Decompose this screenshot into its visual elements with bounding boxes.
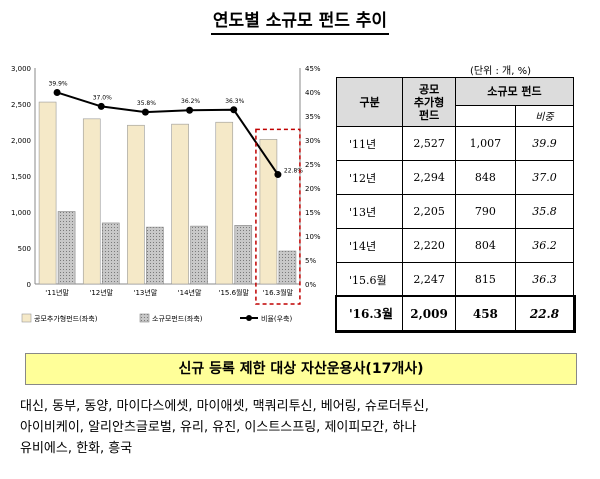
restriction-list: 대신, 동부, 동양, 마이다스에셋, 마이애셋, 맥쿼리투신, 베어링, 슈로… [20, 396, 590, 459]
legend-swatch-public-fund [21, 313, 32, 323]
legend-swatch-small-fund [139, 313, 150, 323]
bar-small-fund [146, 226, 164, 285]
table-row: '12년 2,294 848 37.0 [335, 160, 575, 195]
bar-small-fund [190, 225, 208, 285]
small-fund-cell: 848 [454, 160, 516, 195]
ratio-line [56, 91, 279, 176]
period-cell: '14년 [335, 228, 404, 263]
ratio-point [186, 106, 194, 114]
y-tick-label-left: 3,000 [11, 65, 31, 73]
ratio-data-label: 36.3% [225, 98, 244, 105]
ratio-cell: 36.2 [514, 228, 575, 263]
period-cell: '13년 [335, 194, 404, 229]
bar-small-fund [278, 250, 297, 285]
y-tick-label-left: 0 [27, 281, 31, 289]
restriction-line: 유비에스, 한화, 흥국 [20, 441, 133, 456]
y-tick-label-right: 40% [305, 89, 321, 97]
highlight-box [255, 128, 301, 305]
legend-marker-ratio [246, 315, 252, 321]
legend-label-public-fund: 공모추가형펀드(좌축) [34, 314, 98, 323]
ratio-data-label: 35.8% [137, 100, 156, 107]
bar-public-fund [259, 139, 278, 285]
y-tick-label-right: 15% [305, 209, 321, 217]
ratio-data-label: 39.9% [49, 80, 68, 87]
public-fund-cell: 2,205 [402, 194, 456, 229]
y-tick-label-left: 1,500 [11, 173, 31, 181]
y-tick-label-right: 45% [305, 65, 321, 73]
period-cell: '15.6월 [335, 262, 404, 297]
small-fund-cell: 1,007 [454, 126, 516, 161]
period-cell: '16.3월 [335, 296, 404, 331]
bar-small-fund [234, 225, 253, 285]
y-tick-label-left: 500 [18, 245, 31, 253]
y-tick-label-right: 30% [305, 137, 321, 145]
header-public-fund: 공모 추가형 펀드 [402, 77, 456, 127]
restriction-heading: 신규 등록 제한 대상 자산운용사(17개사) [25, 353, 577, 385]
table-unit: (단위 : 개, %) [470, 66, 531, 77]
x-tick-label: '15.6월말 [219, 288, 250, 297]
small-fund-cell: 815 [454, 262, 516, 297]
header-category: 구분 [335, 77, 404, 127]
ratio-cell: 39.9 [514, 126, 575, 161]
period-cell: '12년 [335, 160, 404, 195]
ratio-cell: 35.8 [514, 194, 575, 229]
fund-table: 구분 공모 추가형 펀드 소규모 펀드 비중 '11년 2,527 1,007 39.… [334, 77, 576, 333]
y-tick-label-left: 2,000 [11, 137, 31, 145]
table-row: '11년 2,527 1,007 39.9 [335, 126, 575, 161]
public-fund-cell: 2,009 [402, 296, 456, 331]
chart: 0 500 1,000 1,500 2,000 2,500 3,000 0% 5% 10% 15% 2… [11, 65, 321, 323]
bar-public-fund [127, 124, 145, 285]
y-tick-label-right: 20% [305, 185, 321, 193]
ratio-point [274, 171, 282, 179]
y-tick-label-left: 2,500 [11, 101, 31, 109]
x-tick-label: '14년말 [178, 288, 202, 297]
x-tick-label: '11년말 [45, 288, 69, 297]
y-tick-label-right: 10% [305, 233, 321, 241]
ratio-cell: 37.0 [514, 160, 575, 195]
ratio-data-label: 36.2% [181, 98, 200, 105]
restriction-line: 대신, 동부, 동양, 마이다스에셋, 마이애셋, 맥쿼리투신, 베어링, 슈로… [20, 399, 429, 414]
ratio-point [97, 102, 105, 110]
bar-public-fund [82, 118, 101, 285]
public-fund-cell: 2,220 [402, 228, 456, 263]
ratio-point [230, 106, 238, 114]
header-small-fund: 소규모 펀드 [454, 77, 575, 106]
small-fund-cell: 790 [454, 194, 516, 229]
legend-label-small-fund: 소규모펀드(좌축) [152, 314, 203, 323]
ratio-data-label: 37.0% [93, 94, 112, 101]
x-tick-label: '13년말 [134, 288, 158, 297]
legend-label-ratio: 비율(우축) [261, 314, 292, 323]
ratio-cell: 22.8 [514, 296, 575, 331]
ratio-cell: 36.3 [514, 262, 575, 297]
ratio-point [53, 88, 61, 96]
bar-public-fund [38, 101, 57, 285]
y-tick-label-right: 0% [305, 281, 316, 289]
bar-public-fund [171, 123, 189, 285]
bar-small-fund [101, 222, 120, 285]
table-row: '14년 2,220 804 36.2 [335, 228, 575, 263]
table-row: '16.3월 2,009 458 22.8 [334, 294, 576, 333]
table-row: '13년 2,205 790 35.8 [335, 194, 575, 229]
bar-small-fund [57, 211, 76, 285]
ratio-data-label: 22.8% [284, 168, 303, 175]
x-tick-label: '12년말 [89, 288, 113, 297]
public-fund-cell: 2,294 [402, 160, 456, 195]
y-tick-label-right: 5% [305, 257, 316, 265]
period-cell: '11년 [335, 126, 404, 161]
header-ratio: 비중 [514, 104, 575, 128]
small-fund-cell: 804 [454, 228, 516, 263]
small-fund-cell: 458 [454, 296, 516, 331]
public-fund-cell: 2,247 [402, 262, 456, 297]
y-tick-label-left: 1,000 [11, 209, 31, 217]
ratio-point [141, 108, 149, 116]
page-title: 연도별 소규모 펀드 추이 [0, 6, 600, 35]
bar-public-fund [215, 121, 234, 285]
y-tick-label-right: 25% [305, 161, 321, 169]
table-row: '15.6월 2,247 815 36.3 [335, 262, 575, 297]
restriction-line: 아이비케이, 알리안츠글로벌, 유리, 유진, 이스트스프링, 제이피모간, 하… [20, 420, 417, 435]
y-tick-label-right: 35% [305, 113, 321, 121]
public-fund-cell: 2,527 [402, 126, 456, 161]
x-tick-label: '16.3월말 [263, 288, 294, 297]
